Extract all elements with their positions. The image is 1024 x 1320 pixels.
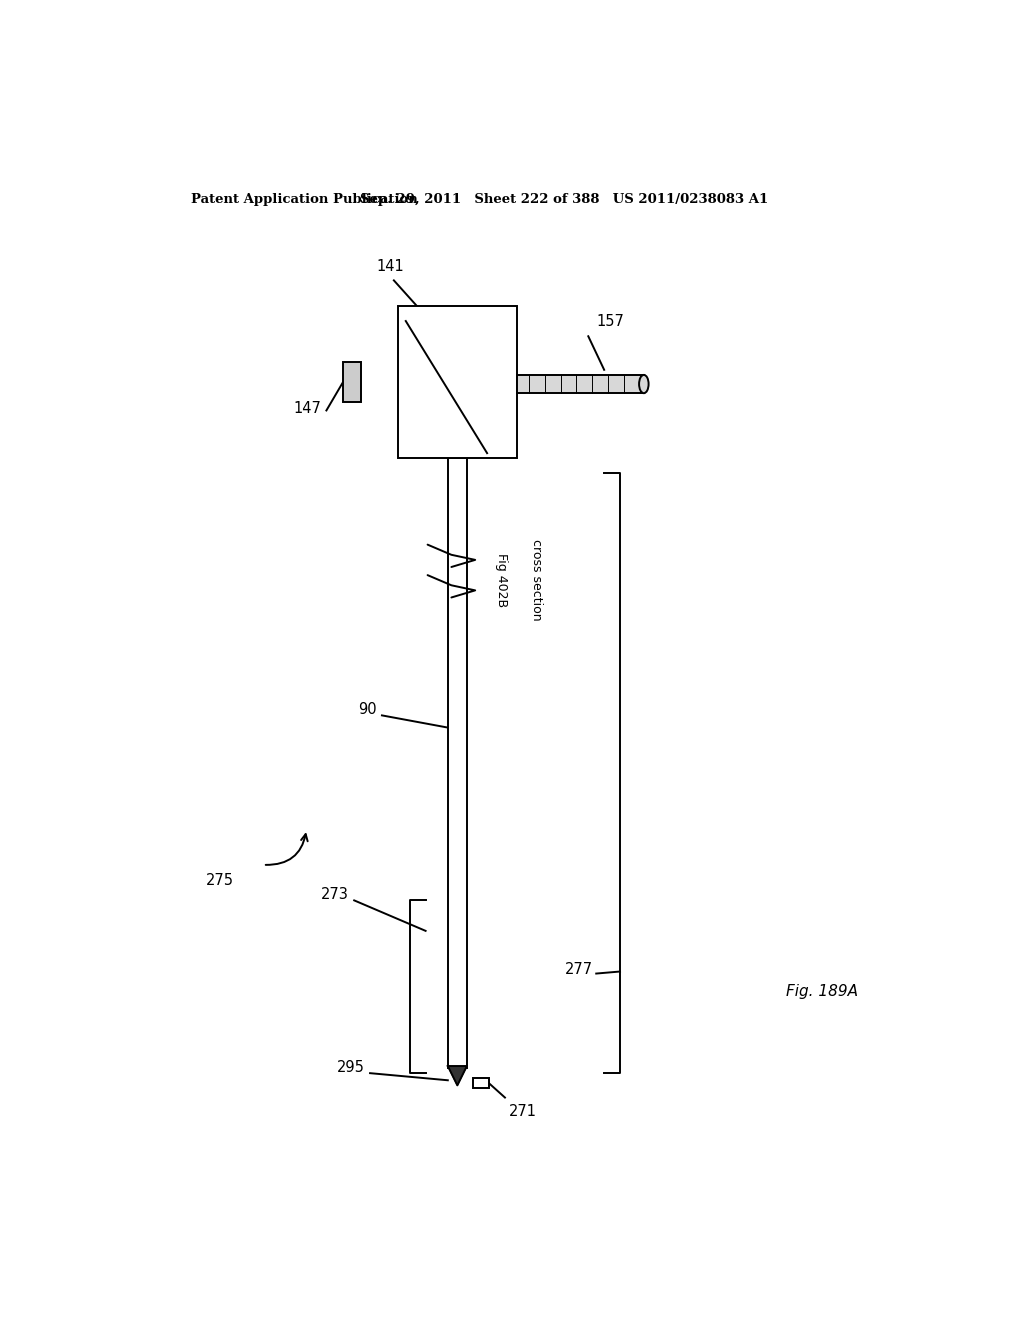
Polygon shape <box>447 1067 467 1085</box>
Bar <box>343 362 360 403</box>
Text: Fig. 189A: Fig. 189A <box>786 985 858 999</box>
Text: 90: 90 <box>358 702 377 717</box>
Text: Fig 402B: Fig 402B <box>495 553 508 607</box>
Bar <box>397 306 517 458</box>
Text: 147: 147 <box>293 401 321 416</box>
Bar <box>473 1078 489 1089</box>
Ellipse shape <box>639 375 648 393</box>
Bar <box>447 458 467 1068</box>
Text: 157: 157 <box>596 314 624 329</box>
Text: 275: 275 <box>206 873 233 887</box>
Text: 273: 273 <box>321 887 348 902</box>
Text: 141: 141 <box>376 259 403 275</box>
Bar <box>517 375 644 393</box>
Text: 277: 277 <box>565 962 593 977</box>
Text: 295: 295 <box>337 1060 365 1074</box>
Text: cross section: cross section <box>530 540 544 620</box>
Text: Patent Application Publication: Patent Application Publication <box>191 193 418 206</box>
Text: Sep. 29, 2011  Sheet 222 of 388  US 2011/0238083 A1: Sep. 29, 2011 Sheet 222 of 388 US 2011/0… <box>360 193 769 206</box>
Text: 271: 271 <box>509 1104 537 1118</box>
FancyArrowPatch shape <box>265 834 307 865</box>
